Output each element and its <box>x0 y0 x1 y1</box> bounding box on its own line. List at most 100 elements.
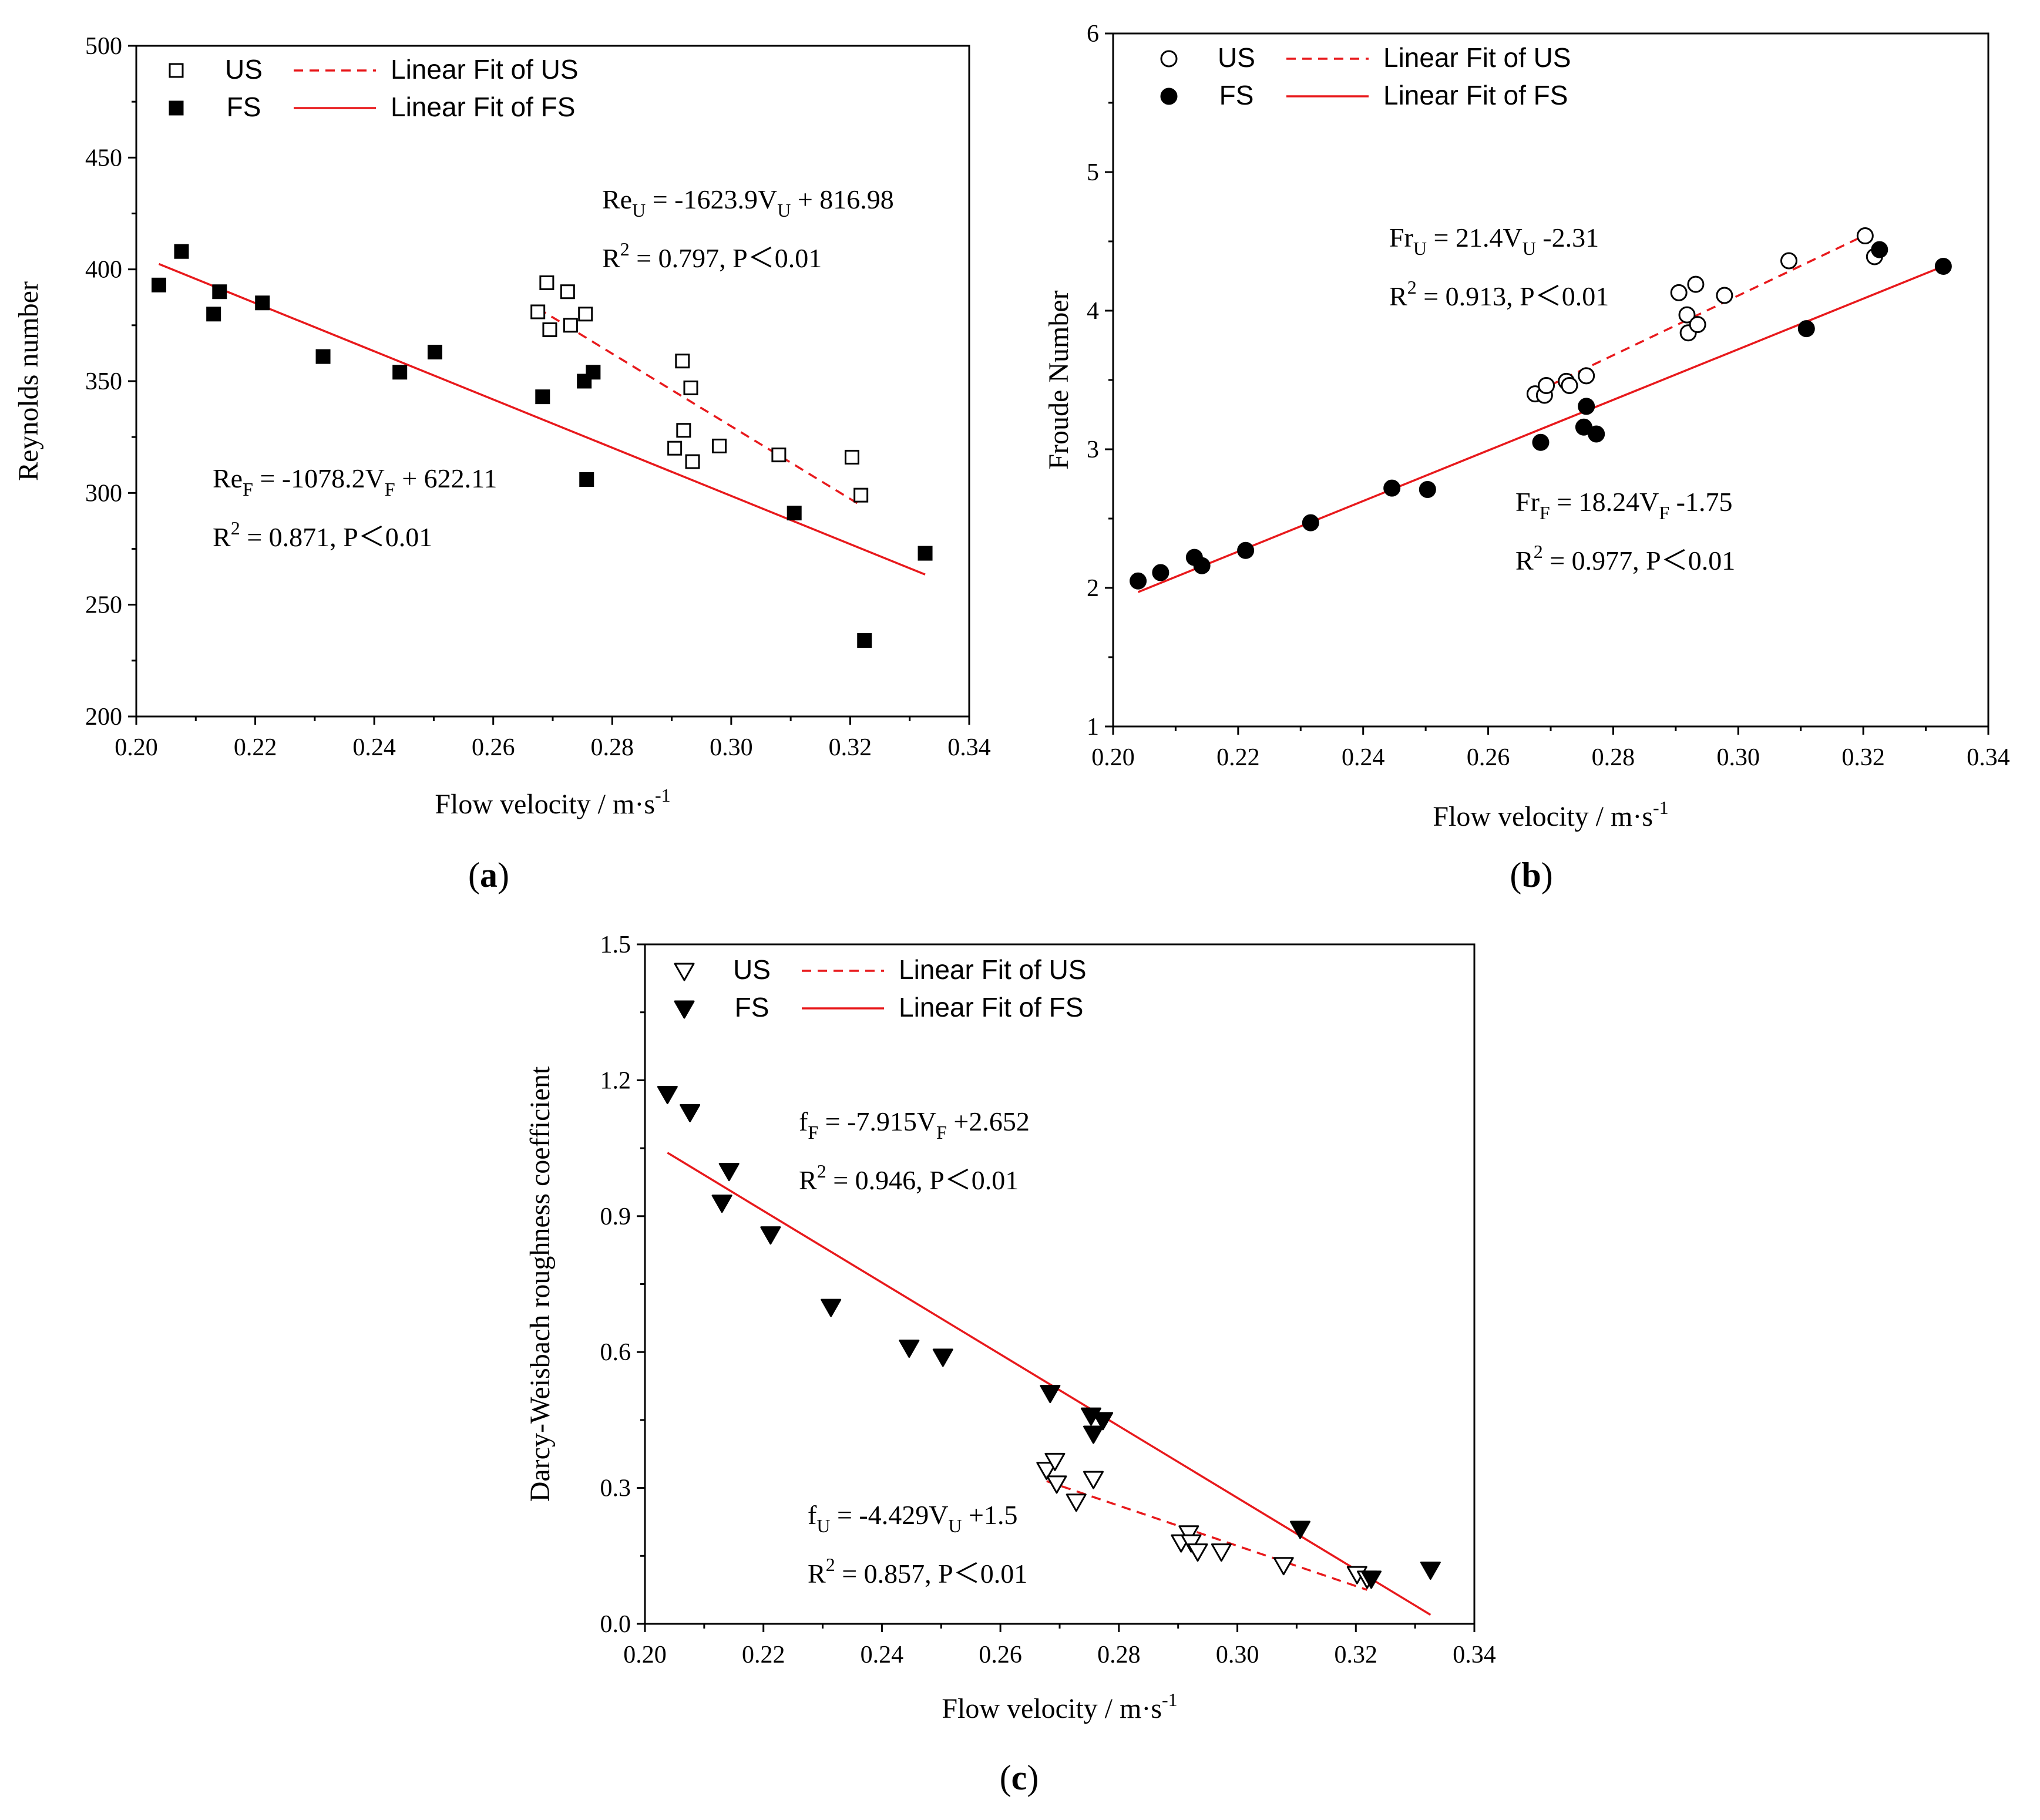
data-point-us <box>1083 1471 1104 1489</box>
data-point-fs <box>315 349 331 364</box>
x-tick-label: 0.26 <box>979 1641 1022 1668</box>
data-point-us <box>560 284 575 300</box>
x-tick-label: 0.24 <box>352 734 396 761</box>
r-squared-text: R2 = 0.913, P＜0.01 <box>1389 277 1609 311</box>
panel-label: (b) <box>1510 856 1552 894</box>
y-tick-label: 0.6 <box>600 1339 631 1366</box>
data-point-fs <box>1588 425 1605 443</box>
data-point-us <box>771 448 787 463</box>
data-point-fs <box>1871 241 1888 258</box>
y-tick-label: 450 <box>85 144 122 171</box>
equation-1: ReU = -1623.9VU + 816.98 R2 = 0.797, P＜0.… <box>602 184 894 273</box>
chart-panel-c: 0.20 0.22 0.24 0.26 0.28 0.30 0.32 0.34 0.0 0.3 0.… <box>525 931 1496 1797</box>
equation-2: fU = -4.429VU +1.5 R2 = 0.857, P＜0.01 <box>808 1500 1027 1589</box>
y-tick-label: 300 <box>85 480 122 507</box>
data-point-fs <box>174 244 189 259</box>
data-point-us <box>578 307 593 322</box>
data-point-us <box>1689 316 1706 334</box>
data-point-us <box>1687 275 1705 293</box>
legend-label-us: US <box>225 54 263 85</box>
data-point-fs <box>680 1104 701 1122</box>
data-point-fs <box>535 389 550 405</box>
legend: US Linear Fit of US FS Linear Fit of FS <box>674 954 1087 1022</box>
chart-panel-a: 0.20 0.22 0.24 0.26 0.28 0.30 0.32 0.34 200 250 30… <box>13 33 991 894</box>
data-point-fs <box>1093 1412 1114 1431</box>
plot-frame <box>135 45 970 718</box>
data-point-fs <box>206 307 221 322</box>
data-point-us <box>542 322 557 337</box>
x-tick-label: 0.32 <box>829 734 872 761</box>
data-point-fs <box>1040 1385 1061 1404</box>
y-tick-label: 0.3 <box>600 1475 631 1502</box>
data-point-fs <box>151 277 166 292</box>
y-tick-label: 350 <box>85 368 122 395</box>
y-tick-label: 1.5 <box>600 931 631 958</box>
panel-label: (c) <box>1000 1758 1039 1797</box>
y-tick-label: 400 <box>85 257 122 284</box>
data-point-fs <box>1532 433 1550 451</box>
data-point-fs <box>392 365 408 380</box>
data-point-us <box>683 380 698 395</box>
r-squared-text: R2 = 0.857, P＜0.01 <box>808 1554 1027 1589</box>
series-fs <box>1130 241 1952 590</box>
data-point-fs <box>787 506 802 521</box>
legend: US Linear Fit of US FS Linear Fit of FS <box>169 54 579 122</box>
data-point-fs <box>1420 1561 1441 1580</box>
data-point-fs <box>718 1163 740 1182</box>
x-axis-label: Flow velocity / m·s-1 <box>435 785 670 820</box>
series-fs <box>151 244 933 648</box>
x-tick-label: 0.22 <box>1216 744 1260 771</box>
x-tick-label: 0.28 <box>1097 1641 1141 1668</box>
data-point-us <box>563 318 578 333</box>
data-point-us <box>1716 287 1733 304</box>
data-point-us <box>844 449 859 465</box>
legend-label-fs-fit: Linear Fit of FS <box>391 92 575 122</box>
x-tick-label: 0.22 <box>234 734 277 761</box>
data-point-fs <box>1237 541 1255 559</box>
y-tick-label: 5 <box>1087 159 1099 186</box>
equation-text: fF = -7.915VF +2.652 <box>799 1106 1030 1143</box>
legend-label-fs: FS <box>227 92 261 122</box>
data-point-fs <box>1302 514 1319 531</box>
data-point-fs <box>1361 1570 1382 1589</box>
data-point-fs <box>918 546 933 561</box>
r-squared-text: R2 = 0.797, P＜0.01 <box>602 238 822 273</box>
data-point-us <box>1578 367 1595 385</box>
equation-text: ReF = -1078.2VF + 622.11 <box>213 463 497 500</box>
equation-text: FrU = 21.4VU -2.31 <box>1389 223 1599 259</box>
y-tick-label: 500 <box>85 33 122 60</box>
y-axis-label: Reynolds number <box>13 281 44 481</box>
legend-marker-fs <box>674 1000 695 1019</box>
data-point-fs <box>586 365 601 380</box>
legend-marker-us <box>1160 50 1178 68</box>
data-point-us <box>1670 284 1688 301</box>
equation-text: ReU = -1623.9VU + 816.98 <box>602 184 894 221</box>
y-tick-label: 250 <box>85 592 122 619</box>
data-point-us <box>685 454 700 469</box>
x-tick-label: 0.32 <box>1335 1641 1378 1668</box>
data-point-us <box>1856 227 1874 245</box>
data-point-us <box>712 438 727 453</box>
equation-2: FrF = 18.24VF -1.75 R2 = 0.977, P＜0.01 <box>1515 487 1735 576</box>
data-point-fs <box>657 1086 678 1105</box>
data-point-us <box>1780 252 1797 270</box>
legend-label-fs-fit: Linear Fit of FS <box>899 992 1083 1022</box>
x-tick-label: 0.32 <box>1841 744 1885 771</box>
legend-label-fs: FS <box>735 992 769 1022</box>
y-tick-label: 3 <box>1087 436 1099 463</box>
data-point-us <box>1273 1557 1294 1576</box>
data-point-fs <box>821 1298 842 1317</box>
series-us <box>1526 227 1883 404</box>
data-point-fs <box>1193 557 1211 574</box>
plot-frame <box>644 943 1476 1625</box>
x-tick-label: 0.20 <box>623 1641 667 1668</box>
data-point-us <box>1538 376 1555 394</box>
data-point-fs <box>255 295 270 311</box>
chart-panel-b: 0.20 0.22 0.24 0.26 0.28 0.30 0.32 0.34 1 2 3 4 5 6 Fl… <box>1043 21 2010 894</box>
legend-label-us: US <box>733 954 771 985</box>
y-tick-label: 0.0 <box>600 1611 631 1638</box>
legend-label-fs: FS <box>1219 80 1254 110</box>
x-tick-label: 0.26 <box>472 734 515 761</box>
y-tick-label: 2 <box>1087 575 1099 602</box>
x-tick-label: 0.22 <box>742 1641 785 1668</box>
